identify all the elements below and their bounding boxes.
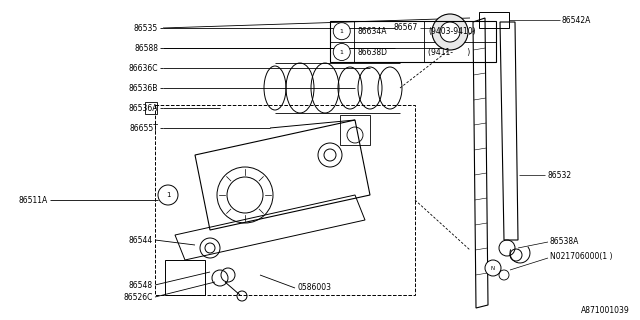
Text: 86634A: 86634A xyxy=(358,27,387,36)
Text: 86536B: 86536B xyxy=(129,84,158,92)
Text: 0586003: 0586003 xyxy=(297,284,331,292)
Circle shape xyxy=(158,185,178,205)
Text: 1: 1 xyxy=(340,50,344,54)
Circle shape xyxy=(333,23,350,40)
Text: 86636C: 86636C xyxy=(129,63,158,73)
Text: 86511A: 86511A xyxy=(19,196,48,204)
Circle shape xyxy=(440,22,460,42)
Bar xyxy=(330,21,496,62)
Circle shape xyxy=(432,14,468,50)
Text: 86532: 86532 xyxy=(547,171,571,180)
Text: A871001039: A871001039 xyxy=(581,306,630,315)
Text: 1: 1 xyxy=(166,192,170,198)
Text: N021706000(1 ): N021706000(1 ) xyxy=(550,252,612,261)
Bar xyxy=(340,115,370,145)
Text: 86588: 86588 xyxy=(134,44,158,52)
Circle shape xyxy=(333,44,350,60)
Text: (9411-      ): (9411- ) xyxy=(428,47,470,57)
Text: 86535: 86535 xyxy=(134,23,158,33)
Text: N: N xyxy=(491,266,495,270)
Text: 86638D: 86638D xyxy=(358,47,388,57)
Text: (9403-9410): (9403-9410) xyxy=(428,27,476,36)
Text: 86544: 86544 xyxy=(129,236,153,244)
Text: 86538A: 86538A xyxy=(550,236,579,245)
Circle shape xyxy=(485,260,501,276)
Text: 86526C: 86526C xyxy=(124,292,153,301)
Text: 86536A: 86536A xyxy=(129,103,158,113)
Text: 86542A: 86542A xyxy=(562,15,591,25)
Bar xyxy=(145,102,157,114)
Text: 1: 1 xyxy=(340,29,344,34)
Bar xyxy=(165,260,205,295)
Bar xyxy=(479,12,509,28)
Text: 86548: 86548 xyxy=(129,281,153,290)
Text: 86567: 86567 xyxy=(394,22,418,31)
Text: 86655T: 86655T xyxy=(129,124,158,132)
